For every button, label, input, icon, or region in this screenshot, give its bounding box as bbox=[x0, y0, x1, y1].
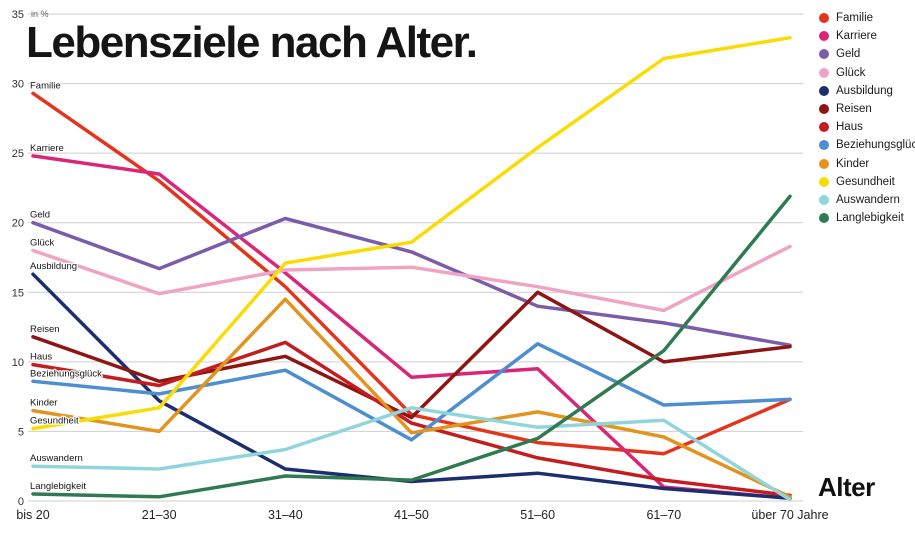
y-tick-label: 35 bbox=[12, 9, 24, 21]
legend-label: Beziehungsglück bbox=[836, 139, 915, 152]
y-tick-label: 20 bbox=[12, 218, 24, 230]
legend-color-dot bbox=[819, 85, 829, 96]
x-tick-label: über 70 Jahre bbox=[751, 508, 828, 522]
x-tick-label: bis 20 bbox=[16, 508, 49, 522]
legend-item-karriere: Karriere bbox=[819, 27, 915, 45]
y-tick-label: 0 bbox=[18, 496, 24, 508]
legend-item-haus: Haus bbox=[819, 118, 915, 136]
legend-label: Gesundheit bbox=[836, 175, 895, 188]
legend-color-dot bbox=[819, 31, 829, 42]
x-axis-title: Alter bbox=[818, 472, 875, 502]
legend-color-dot bbox=[819, 213, 829, 224]
series-line-reisen bbox=[31, 290, 792, 420]
chart-title: Lebensziele nach Alter. bbox=[26, 18, 478, 67]
series-start-label-ausbildung: Ausbildung bbox=[30, 261, 77, 272]
legend-label: Auswandern bbox=[836, 193, 900, 206]
series-line-familie bbox=[31, 91, 792, 456]
y-tick-label: 10 bbox=[12, 357, 24, 369]
legend-item-kinder: Kinder bbox=[819, 155, 915, 173]
legend-item-familie: Familie bbox=[819, 9, 915, 27]
series-start-label-langlebigkeit: Langlebigkeit bbox=[30, 481, 86, 492]
legend-item-langlebigkeit: Langlebigkeit bbox=[819, 209, 915, 227]
legend-item-ausbildung: Ausbildung bbox=[819, 82, 915, 100]
series-start-label-karriere: Karriere bbox=[30, 143, 64, 154]
legend-label: Langlebigkeit bbox=[836, 212, 904, 225]
legend-item-gesundheit: Gesundheit bbox=[819, 173, 915, 191]
series-line-auswandern bbox=[31, 406, 792, 502]
series-line-kinder bbox=[31, 297, 792, 499]
legend: Familie Karriere Geld Glück Ausbildung Reisen… bbox=[819, 9, 915, 227]
y-tick-label: 15 bbox=[12, 287, 24, 299]
series-start-label-reisen: Reisen bbox=[30, 324, 60, 335]
series-start-label-geld: Geld bbox=[30, 210, 50, 221]
x-tick-label: 31–40 bbox=[268, 508, 303, 522]
legend-item-reisen: Reisen bbox=[819, 100, 915, 118]
legend-label: Geld bbox=[836, 48, 861, 61]
legend-color-dot bbox=[819, 140, 829, 151]
y-tick-label: 5 bbox=[18, 426, 24, 438]
legend-color-dot bbox=[819, 104, 829, 115]
series-line-gesundheit bbox=[31, 35, 792, 431]
legend-label: Glück bbox=[836, 66, 866, 79]
legend-label: Kinder bbox=[836, 157, 870, 170]
series-start-label-familie: Familie bbox=[30, 80, 61, 91]
series-line-geld bbox=[31, 216, 792, 347]
x-tick-label: 41–50 bbox=[394, 508, 429, 522]
series-line-langlebigkeit bbox=[31, 194, 792, 499]
y-tick-label: 25 bbox=[12, 148, 24, 160]
y-unit-label: in % bbox=[31, 9, 49, 19]
legend-color-dot bbox=[819, 176, 829, 187]
legend-item-beziehungsglck: Beziehungsglück bbox=[819, 136, 915, 154]
series-start-label-kinder: Kinder bbox=[30, 398, 57, 409]
legend-color-dot bbox=[819, 158, 829, 169]
legend-label: Haus bbox=[836, 121, 863, 134]
legend-label: Ausbildung bbox=[836, 84, 893, 97]
series-line-glck bbox=[31, 244, 792, 313]
series-start-label-haus: Haus bbox=[30, 352, 52, 363]
legend-label: Reisen bbox=[836, 103, 872, 116]
legend-label: Karriere bbox=[836, 30, 877, 43]
series-start-label-beziehungsglck: Beziehungsglück bbox=[30, 368, 102, 379]
legend-color-dot bbox=[819, 49, 829, 60]
series-start-label-auswandern: Auswandern bbox=[30, 453, 83, 464]
legend-color-dot bbox=[819, 194, 829, 205]
legend-color-dot bbox=[819, 122, 829, 133]
legend-color-dot bbox=[819, 67, 829, 78]
x-tick-label: 61–70 bbox=[646, 508, 681, 522]
legend-item-glck: Glück bbox=[819, 64, 915, 82]
x-tick-label: 51–60 bbox=[520, 508, 555, 522]
series-line-beziehungsglck bbox=[31, 342, 792, 442]
legend-color-dot bbox=[819, 13, 829, 24]
y-tick-label: 30 bbox=[12, 79, 24, 91]
series-line-ausbildung bbox=[31, 272, 792, 500]
legend-item-geld: Geld bbox=[819, 45, 915, 63]
legend-label: Familie bbox=[836, 12, 874, 25]
series-start-label-glck: Glück bbox=[30, 238, 55, 249]
x-tick-label: 21–30 bbox=[142, 508, 177, 522]
series-start-label-gesundheit: Gesundheit bbox=[30, 416, 79, 427]
legend-item-auswandern: Auswandern bbox=[819, 191, 915, 209]
series-line-haus bbox=[31, 340, 792, 498]
